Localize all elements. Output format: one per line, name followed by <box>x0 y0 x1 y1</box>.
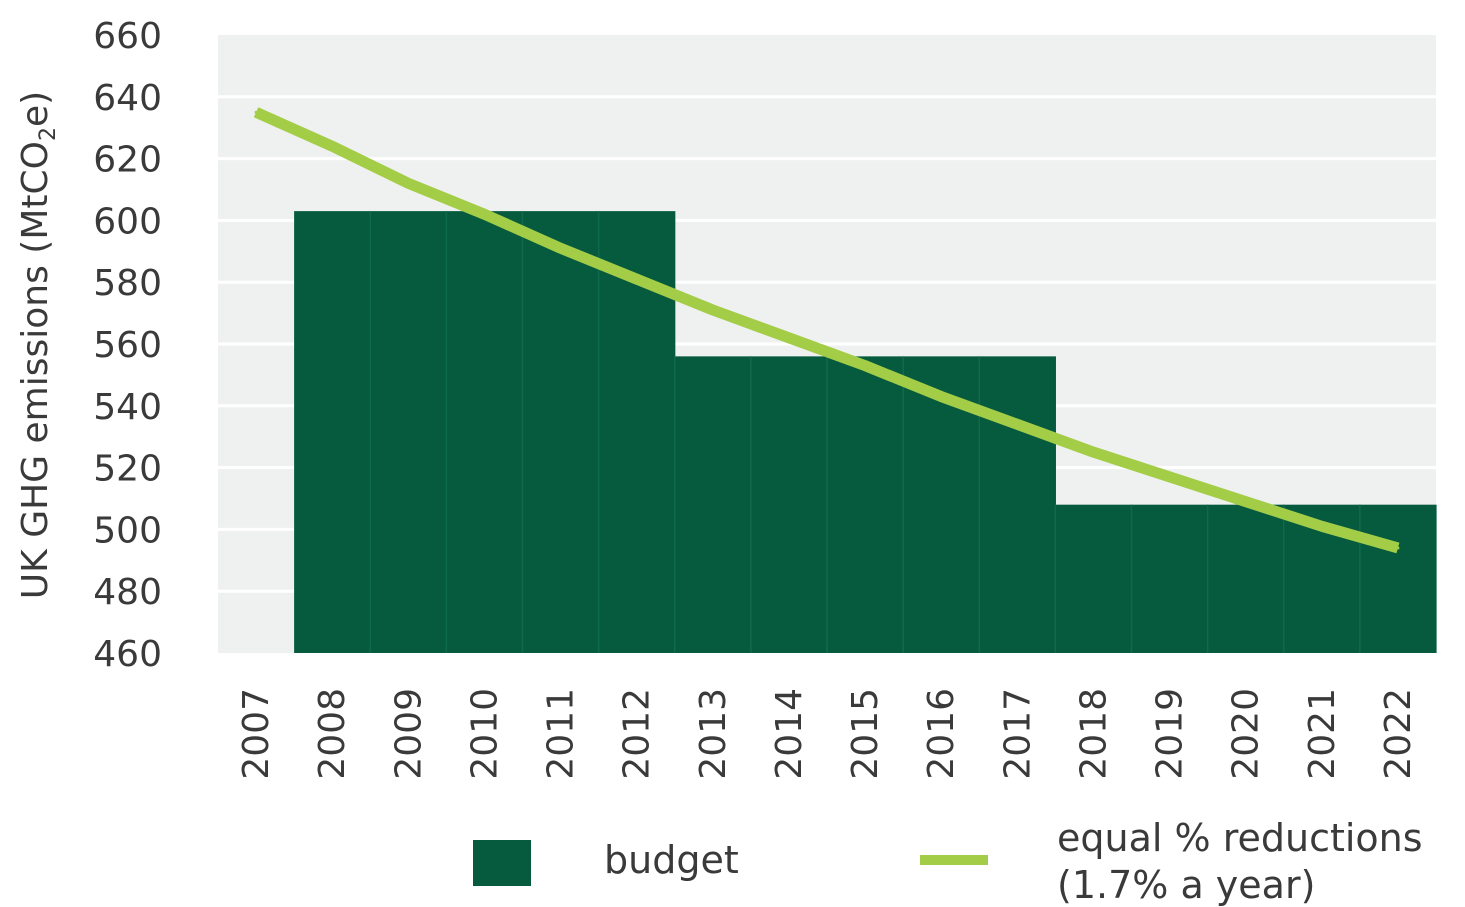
y-tick-label: 620 <box>93 140 162 181</box>
x-tick-label: 2017 <box>997 688 1038 780</box>
reduction-point <box>1168 475 1172 479</box>
y-tick-label: 580 <box>93 263 162 304</box>
x-tick-label: 2020 <box>1226 688 1267 780</box>
budget-bar <box>674 356 752 653</box>
budget-bar <box>1055 504 1133 653</box>
budget-bars <box>294 211 1437 653</box>
x-tick-label: 2015 <box>845 688 886 780</box>
x-tick-label: 2021 <box>1302 688 1343 780</box>
reduction-point <box>1091 450 1095 454</box>
reduction-line-path <box>253 107 1400 554</box>
x-tick-label: 2009 <box>388 688 429 780</box>
reduction-point <box>1320 524 1324 528</box>
y-tick-label: 660 <box>93 16 162 57</box>
y-tick-label: 540 <box>93 387 162 428</box>
reduction-point <box>406 181 410 185</box>
y-tick-label: 520 <box>93 449 162 490</box>
x-tick-label: 2013 <box>693 688 734 780</box>
budget-bar <box>979 356 1056 653</box>
reduction-point <box>330 144 334 148</box>
budget-bar <box>294 211 371 653</box>
reduction-point <box>711 308 715 312</box>
reduction-point <box>1015 422 1019 426</box>
y-tick-label: 640 <box>93 78 162 119</box>
y-tick-label: 500 <box>93 510 162 551</box>
reduction-point <box>787 336 791 340</box>
y-axis-label: UK GHG emissions (MtCO2e) <box>14 90 62 600</box>
budget-bar <box>750 356 828 653</box>
x-tick-label: 2012 <box>617 688 658 780</box>
x-tick-label: 2011 <box>541 688 582 780</box>
budget-bar <box>446 211 524 653</box>
x-tick-label: 2019 <box>1150 688 1191 780</box>
budget-bar <box>522 211 600 653</box>
y-tick-label: 600 <box>93 201 162 242</box>
reduction-point <box>635 277 639 281</box>
budget-bar <box>827 356 904 653</box>
reduction-point <box>939 395 943 399</box>
x-tick-label: 2016 <box>921 688 962 780</box>
y-tick-label: 460 <box>93 634 162 675</box>
reduction-point <box>1396 546 1400 550</box>
reduction-point <box>559 246 563 250</box>
y-tick-label: 560 <box>93 325 162 366</box>
x-axis-ticks: 2007 2008 2009 2010 2011 2012 2013 2014 2015 2016… <box>236 688 1419 780</box>
reduction-line <box>253 107 1400 554</box>
budget-bar <box>1359 504 1437 653</box>
budget-bar <box>1131 504 1209 653</box>
x-tick-label: 2008 <box>312 688 353 780</box>
reduction-point <box>482 212 486 216</box>
y-axis-ticks: 460 480 500 520 540 560 580 600 620 640 660 <box>93 16 162 675</box>
budget-bar <box>1207 504 1285 653</box>
reduction-point <box>863 364 867 368</box>
reduction-point <box>1244 500 1248 504</box>
x-tick-label: 2014 <box>769 688 810 780</box>
reduction-point <box>254 110 258 114</box>
x-tick-label: 2007 <box>236 688 277 780</box>
x-tick-label: 2010 <box>464 688 505 780</box>
budget-bar <box>370 211 447 653</box>
y-tick-label: 480 <box>93 572 162 613</box>
x-tick-label: 2022 <box>1378 688 1419 780</box>
x-tick-label: 2018 <box>1073 688 1114 780</box>
